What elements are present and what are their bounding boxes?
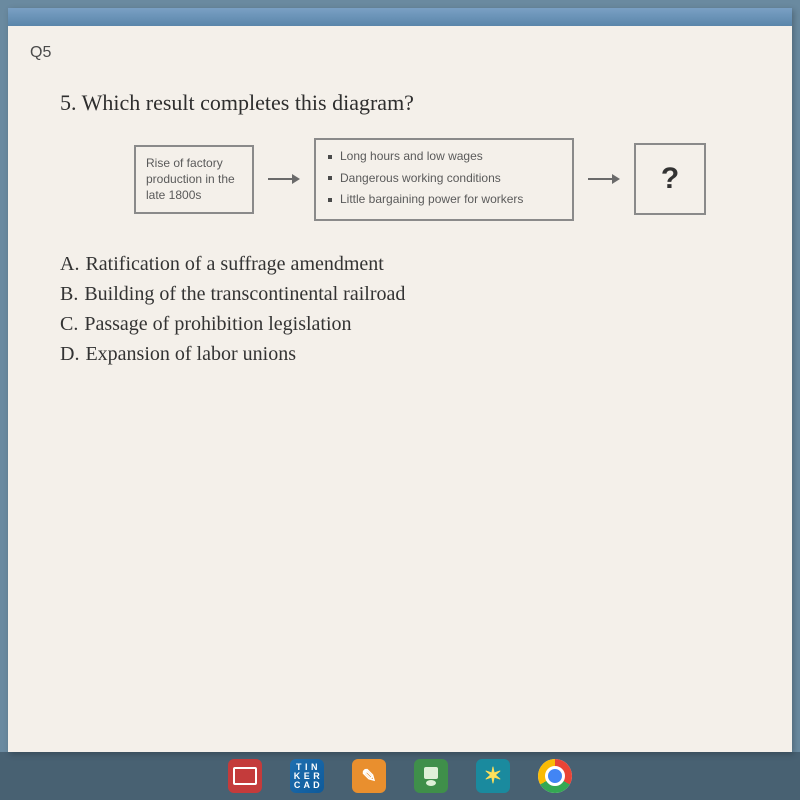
answer-text: Building of the transcontinental railroa… xyxy=(84,279,405,309)
answer-option[interactable]: A. Ratification of a suffrage amendment xyxy=(60,249,740,279)
taskbar: T I N K E R C A D ✎ ✶ xyxy=(0,752,800,800)
content-area: 5. Which result completes this diagram? … xyxy=(8,62,792,369)
answer-option[interactable]: C. Passage of prohibition legislation xyxy=(60,309,740,339)
diagram-effect-item: Little bargaining power for workers xyxy=(324,189,560,211)
diagram-effect-item: Dangerous working conditions xyxy=(324,168,560,190)
spark-glyph: ✶ xyxy=(484,763,502,789)
diagram-effects-box: Long hours and low wages Dangerous worki… xyxy=(314,138,574,221)
answer-list: A. Ratification of a suffrage amendment … xyxy=(60,249,740,369)
diagram-cause-box: Rise of factory production in the late 1… xyxy=(134,145,254,214)
spark-icon[interactable]: ✶ xyxy=(476,759,510,793)
answer-text: Expansion of labor unions xyxy=(85,339,296,369)
question-number: 5. xyxy=(60,90,77,115)
answer-letter: A. xyxy=(60,249,79,279)
classroom-icon[interactable] xyxy=(414,759,448,793)
answer-text: Ratification of a suffrage amendment xyxy=(85,249,383,279)
diagram-effect-item: Long hours and low wages xyxy=(324,146,560,168)
tinkercad-line: C A D xyxy=(294,781,320,790)
answer-letter: C. xyxy=(60,309,78,339)
tinkercad-icon[interactable]: T I N K E R C A D xyxy=(290,759,324,793)
answer-option[interactable]: D. Expansion of labor unions xyxy=(60,339,740,369)
question-window: Q5 5. Which result completes this diagra… xyxy=(8,8,792,752)
arrow-icon xyxy=(588,174,620,184)
answer-letter: B. xyxy=(60,279,78,309)
chrome-icon[interactable] xyxy=(538,759,572,793)
diagram-result-box: ? xyxy=(634,143,706,215)
window-titlebar xyxy=(8,8,792,26)
pencil-icon: ✎ xyxy=(361,766,376,787)
remote-desktop-icon[interactable] xyxy=(228,759,262,793)
question-text: 5. Which result completes this diagram? xyxy=(60,90,740,116)
question-body: Which result completes this diagram? xyxy=(82,90,414,115)
answer-text: Passage of prohibition legislation xyxy=(84,309,351,339)
answer-letter: D. xyxy=(60,339,79,369)
answer-option[interactable]: B. Building of the transcontinental rail… xyxy=(60,279,740,309)
arrow-icon xyxy=(268,174,300,184)
diagram: Rise of factory production in the late 1… xyxy=(60,138,740,221)
homework-icon[interactable]: ✎ xyxy=(352,759,386,793)
question-label: Q5 xyxy=(8,26,792,62)
